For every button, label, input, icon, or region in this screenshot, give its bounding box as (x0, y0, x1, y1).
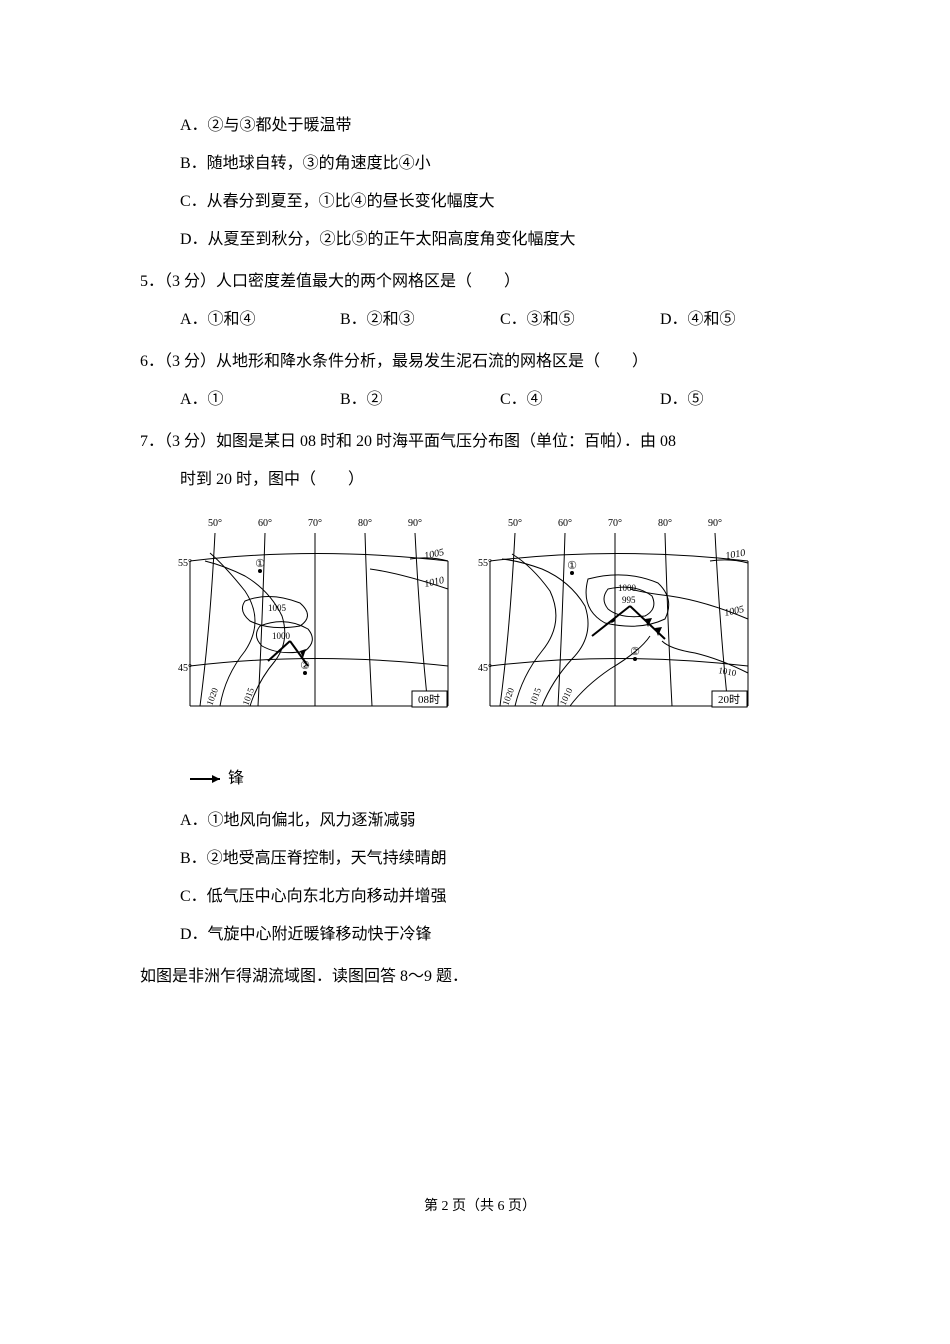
svg-text:50°: 50° (508, 518, 522, 529)
q6-option-a: A．① (180, 384, 340, 416)
svg-text:45°: 45° (478, 663, 492, 674)
q6-options: A．① B．② C．④ D．⑤ (140, 384, 820, 416)
q4-option-b: B．随地球自转，③的角速度比④小 (140, 148, 820, 180)
q6-option-c: C．④ (500, 384, 660, 416)
q5-options: A．①和④ B．②和③ C．③和⑤ D．④和⑤ (140, 304, 820, 336)
lon-80: 80° (358, 518, 372, 529)
chart-20: 50° 60° 70° 80° 90° 55° 45° 1010 1000 99… (470, 511, 770, 748)
section-8-9: 如图是非洲乍得湖流域图．读图回答 8～9 题． (140, 961, 820, 993)
svg-text:70°: 70° (608, 518, 622, 529)
front-symbol-icon (190, 778, 220, 780)
svg-text:1010: 1010 (718, 665, 738, 678)
svg-text:80°: 80° (658, 518, 672, 529)
svg-text:55°: 55° (478, 558, 492, 569)
lat-55: 55° (178, 558, 192, 569)
lat-45: 45° (178, 663, 192, 674)
svg-text:①: ① (567, 560, 577, 572)
svg-text:60°: 60° (558, 518, 572, 529)
isobar-1010: 1010 (423, 575, 445, 590)
page-footer: 第 2 页（共 6 页） (140, 1193, 820, 1221)
isobar-1005b: 1005 (268, 603, 287, 613)
pressure-charts: 50° 60° 70° 80° 90° 55° 45° 1005 1010 10… (140, 511, 820, 748)
legend: 锋 (140, 763, 820, 795)
q4-option-d: D．从夏至到秋分，②比⑤的正午太阳高度角变化幅度大 (140, 224, 820, 256)
isobar-1020: 1020 (204, 686, 220, 707)
q4-option-c: C．从春分到夏至，①比④的昼长变化幅度大 (140, 186, 820, 218)
lon-90: 90° (408, 518, 422, 529)
chart-label-08: 08时 (418, 693, 440, 706)
q4-option-a: A．②与③都处于暖温带 (140, 110, 820, 142)
chart-08: 50° 60° 70° 80° 90° 55° 45° 1005 1010 10… (170, 511, 470, 748)
svg-text:②: ② (630, 646, 640, 658)
q5-option-a: A．①和④ (180, 304, 340, 336)
q5-stem: 5．（3 分）人口密度差值最大的两个网格区是（ ） (140, 266, 820, 298)
svg-text:995: 995 (622, 595, 636, 605)
q7-option-c: C．低气压中心向东北方向移动并增强 (140, 881, 820, 913)
svg-text:90°: 90° (708, 518, 722, 529)
isobar-1000: 1000 (272, 631, 291, 641)
q7-option-a: A．①地风向偏北，风力逐渐减弱 (140, 805, 820, 837)
q5-option-d: D．④和⑤ (660, 304, 820, 336)
q7-stem2: 时到 20 时，图中（ ） (140, 464, 820, 496)
point-1: ① (255, 558, 265, 570)
svg-text:1010: 1010 (725, 548, 747, 562)
lon-70: 70° (308, 518, 322, 529)
q7-stem: 7．（3 分）如图是某日 08 时和 20 时海平面气压分布图（单位：百帕）．由… (140, 426, 820, 458)
svg-text:1015: 1015 (527, 686, 543, 707)
q7-option-d: D．气旋中心附近暖锋移动快于冷锋 (140, 919, 820, 951)
lon-60: 60° (258, 518, 272, 529)
chart-label-20: 20时 (718, 693, 740, 706)
q7-option-b: B．②地受高压脊控制，天气持续晴朗 (140, 843, 820, 875)
legend-text: 锋 (228, 763, 244, 795)
q6-stem: 6．（3 分）从地形和降水条件分析，最易发生泥石流的网格区是（ ） (140, 346, 820, 378)
svg-text:1000: 1000 (618, 583, 637, 593)
q6-option-d: D．⑤ (660, 384, 820, 416)
q6-option-b: B．② (340, 384, 500, 416)
svg-text:1020: 1020 (500, 686, 516, 707)
q5-option-c: C．③和⑤ (500, 304, 660, 336)
q5-option-b: B．②和③ (340, 304, 500, 336)
lon-50: 50° (208, 518, 222, 529)
